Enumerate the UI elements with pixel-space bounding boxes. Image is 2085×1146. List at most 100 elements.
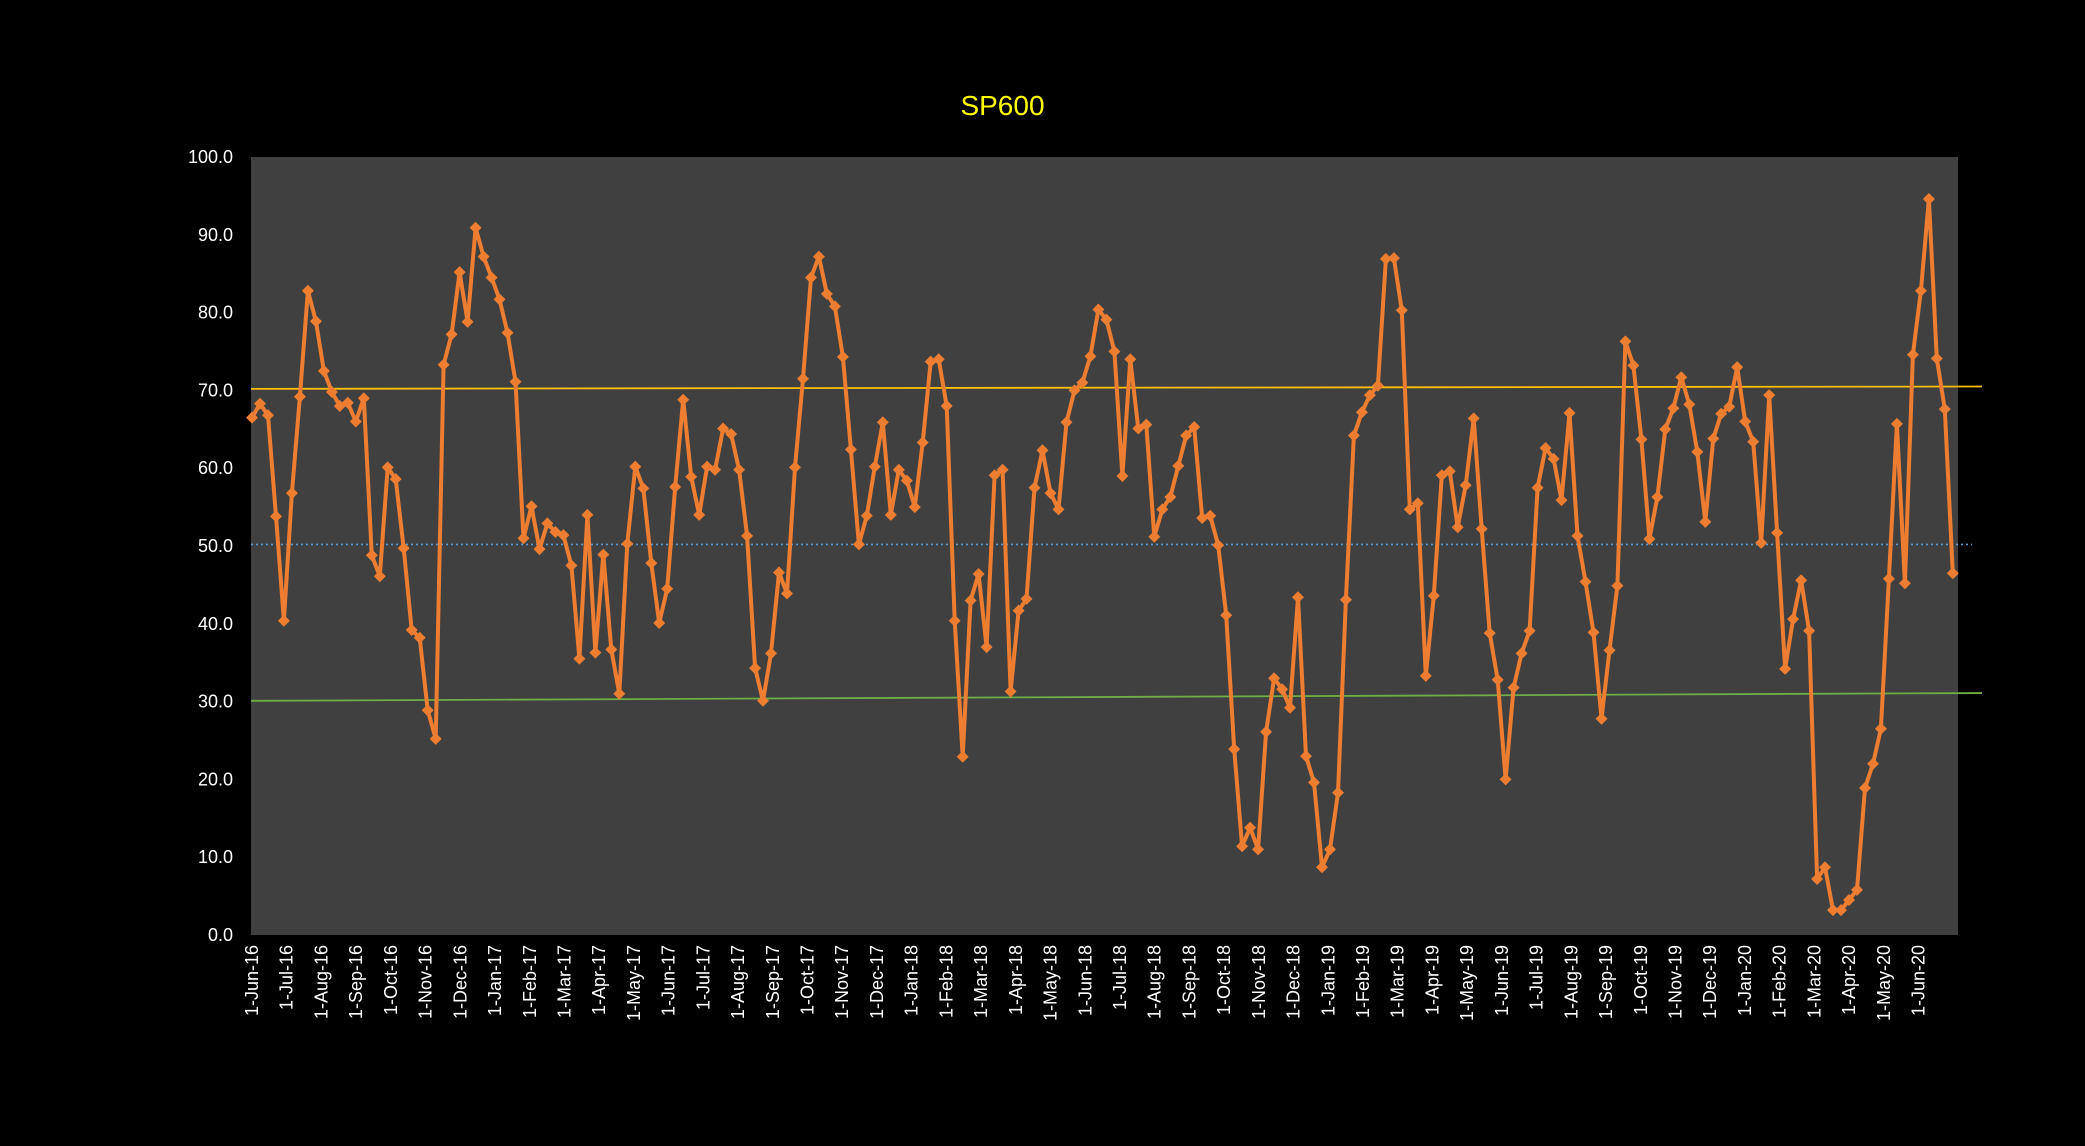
data-point — [988, 469, 1001, 482]
data-point — [1938, 403, 1951, 416]
y-tick-label: 90.0 — [198, 225, 233, 245]
data-point — [1890, 417, 1903, 430]
x-tick-label: 1-Mar-20 — [1804, 945, 1824, 1018]
data-point — [1316, 861, 1328, 874]
data-point — [741, 529, 754, 542]
x-tick-label: 1-Apr-20 — [1839, 945, 1859, 1015]
data-point — [277, 614, 290, 627]
data-point — [1643, 533, 1656, 545]
data-point — [828, 300, 841, 313]
data-point — [972, 568, 985, 580]
x-tick-label: 1-Aug-19 — [1561, 945, 1581, 1019]
data-point — [517, 532, 530, 545]
x-tick-label: 1-Aug-16 — [311, 945, 331, 1019]
x-tick-label: 1-Nov-19 — [1666, 945, 1686, 1019]
data-point — [653, 617, 666, 629]
x-tick-label: 1-Feb-17 — [520, 945, 540, 1018]
data-point — [789, 461, 801, 474]
data-point — [501, 326, 514, 339]
data-point — [900, 474, 913, 487]
x-tick-label: 1-Aug-18 — [1145, 945, 1165, 1019]
y-tick-label: 0.0 — [208, 925, 233, 945]
data-point — [1332, 786, 1344, 799]
data-point — [293, 390, 306, 403]
data-point — [693, 508, 706, 521]
data-point — [1811, 873, 1824, 885]
x-tick-label: 1-Jun-19 — [1492, 945, 1512, 1016]
data-point — [1507, 681, 1520, 694]
data-point — [1699, 515, 1712, 528]
data-point — [605, 643, 618, 656]
data-point — [1547, 452, 1560, 465]
y-tick-label: 50.0 — [198, 536, 233, 556]
x-tick-label: 1-Mar-18 — [971, 945, 991, 1018]
data-point — [629, 460, 642, 473]
data-point — [1052, 503, 1065, 516]
data-point — [1459, 479, 1472, 492]
data-point — [325, 386, 338, 398]
data-point — [940, 400, 953, 412]
data-point — [1539, 442, 1552, 454]
data-point — [1491, 673, 1504, 686]
data-point — [1308, 776, 1320, 789]
x-tick-label: 1-May-17 — [624, 945, 644, 1021]
data-point — [1252, 843, 1265, 856]
data-point — [948, 614, 961, 627]
data-point — [1411, 497, 1424, 510]
data-point — [1292, 591, 1304, 604]
data-point — [1172, 459, 1185, 472]
data-point — [381, 461, 394, 474]
data-point — [1795, 574, 1808, 587]
x-tick-label: 1-May-20 — [1874, 945, 1894, 1021]
data-point — [1100, 313, 1113, 326]
data-point — [1300, 750, 1312, 763]
data-point — [421, 704, 434, 717]
data-point — [1579, 575, 1592, 588]
data-point — [1611, 579, 1624, 592]
y-tick-label: 10.0 — [198, 847, 233, 867]
data-point — [1443, 465, 1456, 478]
data-point — [908, 501, 921, 514]
x-tick-label: 1-Jun-20 — [1909, 945, 1929, 1016]
data-point — [797, 372, 809, 385]
data-point — [1874, 722, 1887, 735]
data-point — [1843, 894, 1855, 906]
data-point — [477, 250, 490, 263]
data-point — [677, 393, 690, 406]
data-point — [1563, 407, 1576, 419]
data-point — [1747, 435, 1760, 448]
data-point — [1627, 359, 1640, 372]
data-point — [1164, 491, 1177, 503]
data-point — [1020, 592, 1033, 605]
data-point — [357, 392, 370, 405]
data-point — [621, 537, 634, 550]
x-tick-label: 1-Sep-16 — [346, 945, 366, 1019]
series-line — [250, 197, 1955, 913]
data-point — [1124, 353, 1137, 366]
y-tick-label: 80.0 — [198, 303, 233, 323]
data-point — [1260, 725, 1273, 738]
data-point — [1555, 494, 1568, 507]
data-point — [1076, 376, 1089, 389]
data-point — [461, 315, 474, 328]
data-point — [805, 271, 817, 284]
x-tick-label: 1-Jul-19 — [1527, 945, 1547, 1010]
data-point — [1946, 567, 1959, 580]
data-point — [445, 328, 458, 341]
data-point — [1060, 416, 1073, 429]
x-tick-label: 1-Aug-17 — [728, 945, 748, 1019]
x-tick-label: 1-Jan-18 — [902, 945, 922, 1016]
data-point — [341, 396, 354, 409]
data-point — [254, 397, 266, 410]
data-point — [373, 570, 386, 583]
data-point — [533, 543, 546, 556]
x-tick-label: 1-May-19 — [1457, 945, 1477, 1021]
data-point — [868, 460, 881, 473]
data-point — [270, 510, 282, 523]
data-point — [613, 687, 626, 700]
x-tick-label: 1-Nov-17 — [832, 945, 852, 1019]
data-point — [773, 566, 785, 579]
y-tick-label: 70.0 — [198, 380, 233, 400]
x-tick-label: 1-Dec-18 — [1284, 945, 1304, 1019]
data-point — [820, 287, 833, 300]
